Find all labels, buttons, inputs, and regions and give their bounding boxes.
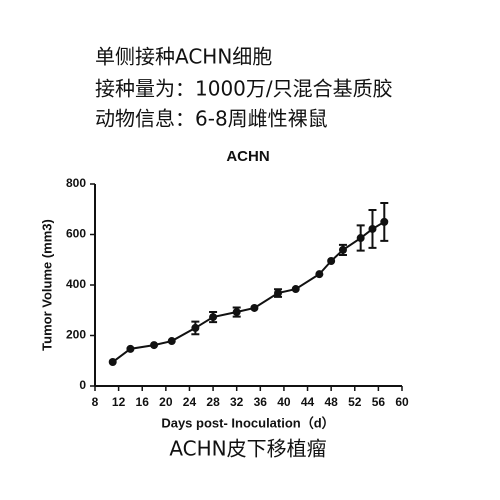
x-tick-label: 60 xyxy=(395,395,409,409)
y-tick-label: 400 xyxy=(66,277,86,291)
caption: ACHN皮下移植瘤 xyxy=(169,437,326,461)
x-tick-label: 52 xyxy=(348,395,362,409)
y-tick-label: 200 xyxy=(66,328,86,342)
y-tick-label: 0 xyxy=(79,378,86,392)
y-tick-label: 800 xyxy=(66,176,86,190)
x-tick-label: 28 xyxy=(206,395,220,409)
data-point xyxy=(126,344,135,353)
series-line xyxy=(112,221,385,363)
x-tick-label: 36 xyxy=(254,395,268,409)
data-point xyxy=(368,224,377,233)
data-point xyxy=(356,234,365,243)
data-point xyxy=(327,257,336,266)
header-line: 接种量为：1000万/只混合基质胶 xyxy=(95,77,393,101)
data-point xyxy=(338,245,347,254)
x-tick-label: 56 xyxy=(372,395,386,409)
data-point xyxy=(108,358,117,367)
x-tick-label: 8 xyxy=(92,395,99,409)
data-point xyxy=(150,341,159,350)
x-tick-label: 16 xyxy=(136,395,150,409)
data-point xyxy=(274,289,283,298)
x-tick-label: 20 xyxy=(159,395,173,409)
data-point xyxy=(291,285,300,294)
x-tick-label: 48 xyxy=(324,395,338,409)
data-point xyxy=(191,323,200,332)
header-line: 单侧接种ACHN细胞 xyxy=(95,45,272,69)
data-point xyxy=(380,217,389,226)
x-tick-label: 12 xyxy=(112,395,126,409)
data-point xyxy=(167,337,176,346)
x-tick-label: 40 xyxy=(277,395,291,409)
data-point xyxy=(209,313,218,322)
y-axis-label: Tumor Volume (mm3) xyxy=(39,219,54,351)
x-tick-label: 44 xyxy=(301,395,315,409)
chart-title: ACHN xyxy=(226,148,269,165)
x-tick-label: 32 xyxy=(230,395,244,409)
x-axis-label: Days post- Inoculation（d） xyxy=(161,415,334,430)
x-tick-label: 24 xyxy=(183,395,197,409)
data-point xyxy=(250,303,259,312)
header-line: 动物信息：6-8周雌性裸鼠 xyxy=(95,107,328,131)
y-tick-label: 600 xyxy=(66,227,86,241)
data-point xyxy=(232,308,241,317)
data-point xyxy=(315,270,324,279)
